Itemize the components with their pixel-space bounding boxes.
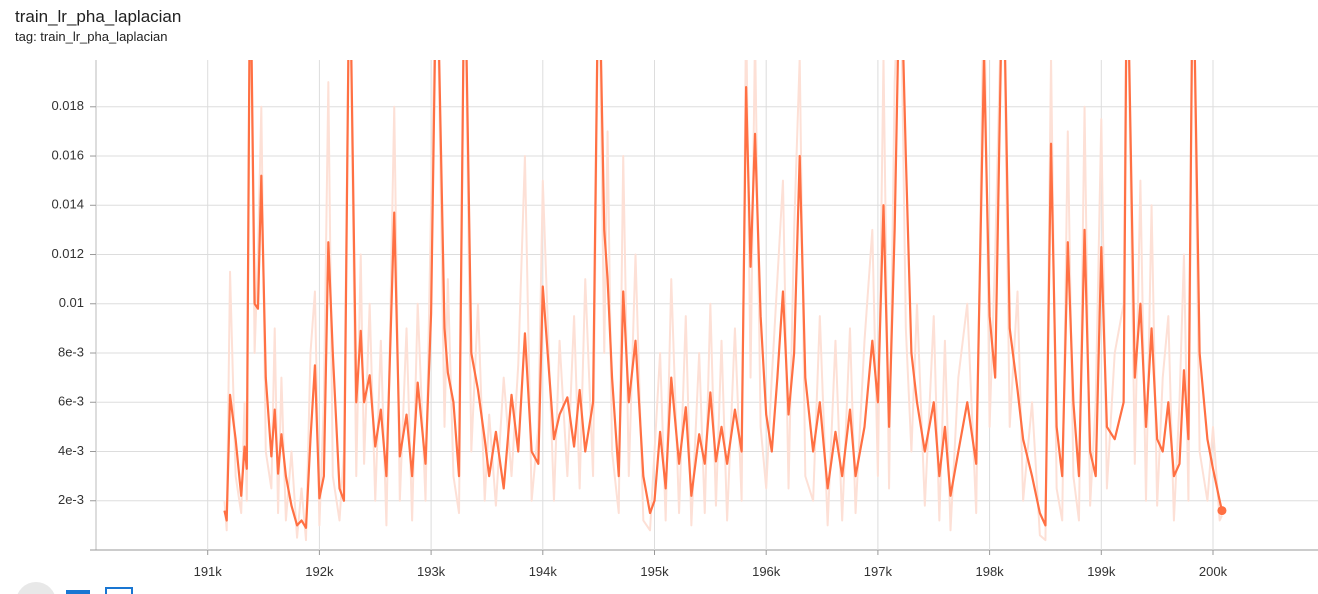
raw-line	[223, 60, 1223, 542]
x-tick-label: 200k	[1199, 564, 1228, 579]
x-tick-label: 198k	[975, 564, 1004, 579]
y-tick-label: 6e-3	[58, 394, 84, 409]
toolbar-button[interactable]	[16, 582, 56, 594]
y-tick-label: 0.016	[51, 147, 84, 162]
y-tick-label: 4e-3	[58, 443, 84, 458]
last-point	[1217, 506, 1227, 516]
y-tick-label: 0.012	[51, 246, 84, 261]
toolbar-button[interactable]	[66, 590, 90, 594]
x-tick-label: 194k	[529, 564, 558, 579]
y-tick-label: 0.014	[51, 197, 84, 212]
toolbar-button[interactable]	[105, 587, 133, 594]
x-tick-label: 191k	[194, 564, 223, 579]
plot-area	[223, 60, 1227, 542]
tick-labels: 2e-3 4e-3 6e-3 8e-3 0.01 0.012 0.014 0.016 0.018…	[51, 98, 1227, 579]
x-tick-label: 193k	[417, 564, 446, 579]
x-tick-label: 196k	[752, 564, 781, 579]
y-tick-label: 2e-3	[58, 492, 84, 507]
chart-title: train_lr_pha_laplacian	[15, 7, 181, 26]
x-tick-label: 195k	[640, 564, 669, 579]
y-tick-label: 8e-3	[58, 344, 84, 359]
y-tick-label: 0.018	[51, 98, 84, 113]
x-tick-label: 192k	[305, 564, 334, 579]
x-tick-label: 197k	[864, 564, 893, 579]
chart-subtitle: tag: train_lr_pha_laplacian	[15, 29, 168, 44]
x-tick-label: 199k	[1087, 564, 1116, 579]
y-tick-label: 0.01	[59, 295, 84, 310]
smoothed-line	[223, 60, 1224, 529]
